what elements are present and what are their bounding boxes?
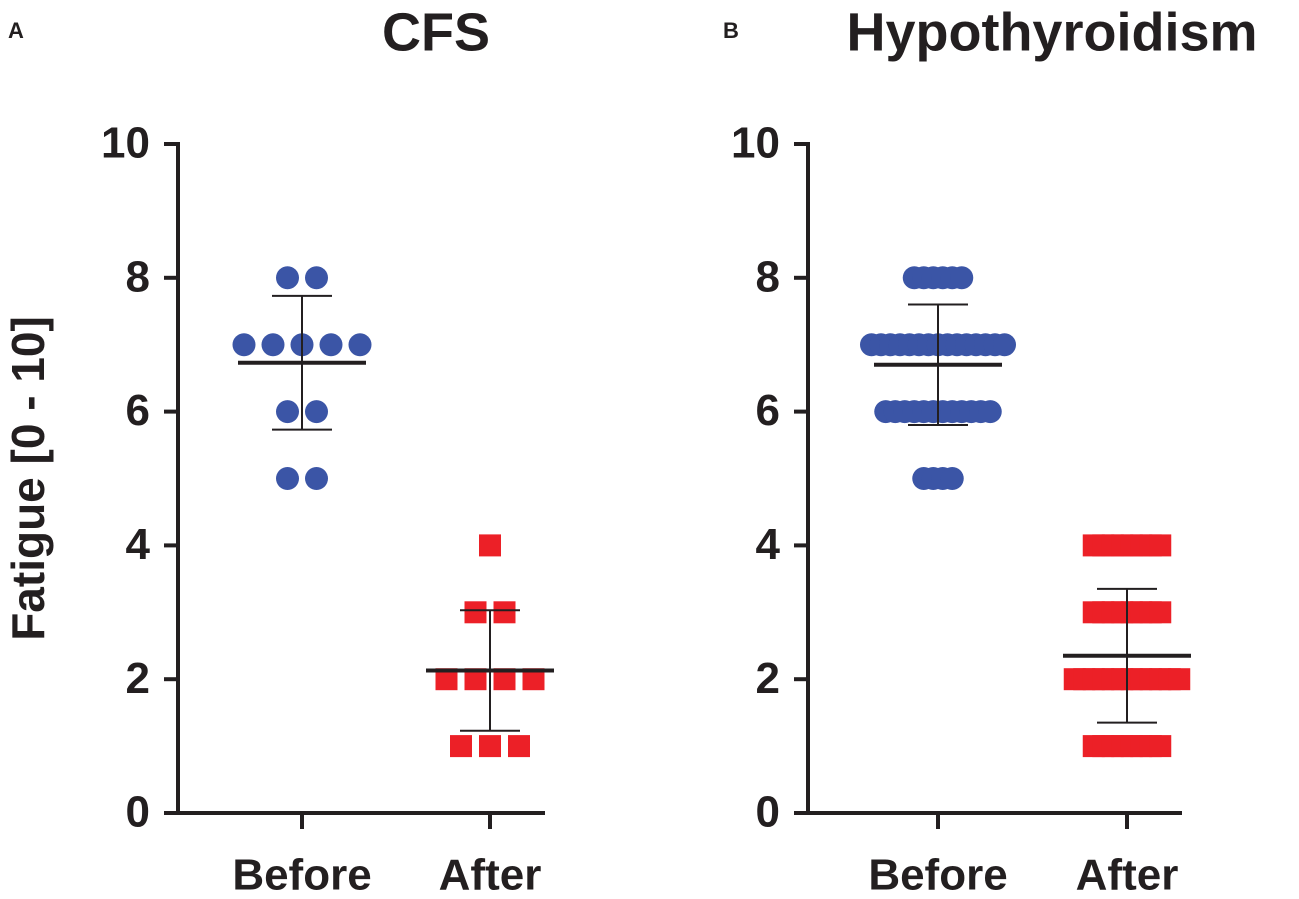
data-point bbox=[1168, 668, 1191, 691]
data-point bbox=[348, 333, 372, 357]
data-point bbox=[950, 266, 974, 290]
y-tick-label: 2 bbox=[126, 654, 150, 703]
data-point bbox=[508, 735, 530, 758]
y-axis-label: Fatigue [0 - 10] bbox=[2, 316, 54, 641]
data-point bbox=[435, 668, 458, 691]
data-point bbox=[305, 467, 328, 490]
data-point bbox=[1149, 735, 1172, 758]
data-point bbox=[522, 668, 545, 691]
data-point bbox=[493, 601, 516, 624]
data-point bbox=[305, 266, 328, 290]
data-point bbox=[940, 467, 964, 490]
data-point bbox=[232, 333, 256, 357]
y-tick-label: 6 bbox=[756, 386, 780, 435]
x-tick-label: After bbox=[439, 851, 542, 899]
data-point bbox=[993, 333, 1016, 357]
data-point bbox=[319, 333, 343, 357]
panel-label: A bbox=[8, 18, 24, 43]
y-tick-label: 0 bbox=[126, 788, 150, 837]
y-tick-label: 10 bbox=[731, 119, 780, 168]
y-tick-label: 6 bbox=[126, 386, 150, 435]
data-point bbox=[276, 266, 299, 290]
chart-title: Hypothyroidism bbox=[846, 2, 1257, 62]
x-tick-label: Before bbox=[232, 851, 371, 899]
data-point bbox=[479, 735, 501, 758]
y-tick-label: 10 bbox=[101, 119, 150, 168]
y-tick-label: 8 bbox=[756, 252, 780, 301]
y-tick-label: 8 bbox=[126, 252, 150, 301]
data-point bbox=[1149, 534, 1172, 557]
data-point bbox=[450, 735, 472, 758]
data-point bbox=[464, 668, 487, 691]
data-point bbox=[479, 534, 501, 557]
x-tick-label: Before bbox=[868, 851, 1007, 899]
y-tick-label: 0 bbox=[756, 788, 780, 837]
x-tick-label: After bbox=[1076, 851, 1179, 899]
data-point bbox=[464, 601, 487, 624]
data-point bbox=[305, 400, 328, 424]
y-tick-label: 2 bbox=[756, 654, 780, 703]
chart-title: CFS bbox=[382, 2, 490, 62]
data-point bbox=[1149, 601, 1172, 624]
panel-label: B bbox=[723, 18, 739, 43]
y-tick-label: 4 bbox=[126, 520, 151, 569]
data-point bbox=[493, 668, 516, 691]
y-tick-label: 4 bbox=[756, 520, 781, 569]
data-point bbox=[261, 333, 285, 357]
data-point bbox=[276, 467, 299, 490]
data-point bbox=[978, 400, 1002, 424]
data-point bbox=[276, 400, 299, 424]
